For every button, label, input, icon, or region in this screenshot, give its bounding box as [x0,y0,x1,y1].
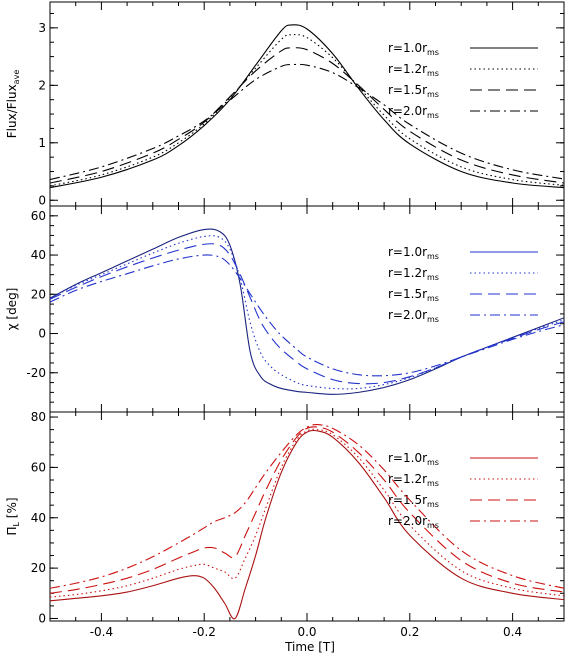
legend-label-3: r=1.5rms [388,287,439,303]
y-tick-label: 40 [31,511,46,525]
series-line-2 [50,235,564,390]
series-line-1 [50,429,564,620]
legend-label-4: r=2.0rms [388,104,439,120]
panel-frame [49,411,565,622]
series-line-2 [50,428,564,598]
series-line-1 [50,24,564,189]
legend-label-1: r=1.0rms [388,451,439,467]
x-tick-label: 0.4 [503,625,522,639]
y-tick-label: -20 [26,366,46,380]
y-tick-label: 20 [31,561,46,575]
legend-label-3: r=1.5rms [388,83,439,99]
series-line-4 [50,254,564,377]
x-axis-label: Time [T] [284,640,335,654]
series-line-3 [50,243,564,385]
y-axis-label: Flux/Fluxave [5,70,21,139]
series-line-4 [50,63,564,181]
series-line-1 [50,228,564,395]
y-tick-label: 2 [38,78,46,92]
legend-label-1: r=1.0rms [388,245,439,261]
x-tick-label: -0.4 [90,625,113,639]
y-tick-label: 0 [38,327,46,341]
y-axis-label: χ [deg] [5,288,19,331]
x-tick-label: 0.2 [400,625,419,639]
panel-frame [49,1,565,207]
legend-label-4: r=2.0rms [388,308,439,324]
y-tick-label: 60 [31,209,46,223]
series-line-4 [50,424,564,589]
y-tick-label: 0 [38,193,46,207]
x-tick-label: -0.2 [192,625,215,639]
series-line-3 [50,47,564,184]
y-tick-label: 20 [31,287,46,301]
y-tick-label: 80 [31,410,46,424]
series-line-3 [50,426,564,594]
panel-3: 0 20 40 60 80 ΠL [%] r=1.0rms r=1.2rms r=1.5rms r… [5,410,565,625]
y-tick-label: 1 [38,136,46,150]
y-tick-label: 40 [31,248,46,262]
legend-label-2: r=1.2rms [388,62,439,78]
legend-label-4: r=2.0rms [388,514,439,530]
y-axis-label: ΠL [%] [5,497,21,535]
legend-label-2: r=1.2rms [388,266,439,282]
y-tick-label: 60 [31,460,46,474]
legend-label-3: r=1.5rms [388,493,439,509]
x-tick-label: 0.0 [297,625,316,639]
y-tick-label: 0 [38,611,46,625]
panel-frame [49,205,565,413]
legend-label-2: r=1.2rms [388,472,439,488]
legend-label-1: r=1.0rms [388,41,439,57]
x-tick-labels: -0.4 -0.2 0.0 0.2 0.4 [90,625,522,639]
panel-1: 0 1 2 3 Flux/Fluxave r=1.0rms r=1.2rms r=1.5rms… [5,1,565,207]
y-tick-label: 3 [38,21,46,35]
panel-2: -20 0 20 40 60 χ [deg] r=1.0rms r=1.2rms r=1.5rm… [5,205,565,413]
